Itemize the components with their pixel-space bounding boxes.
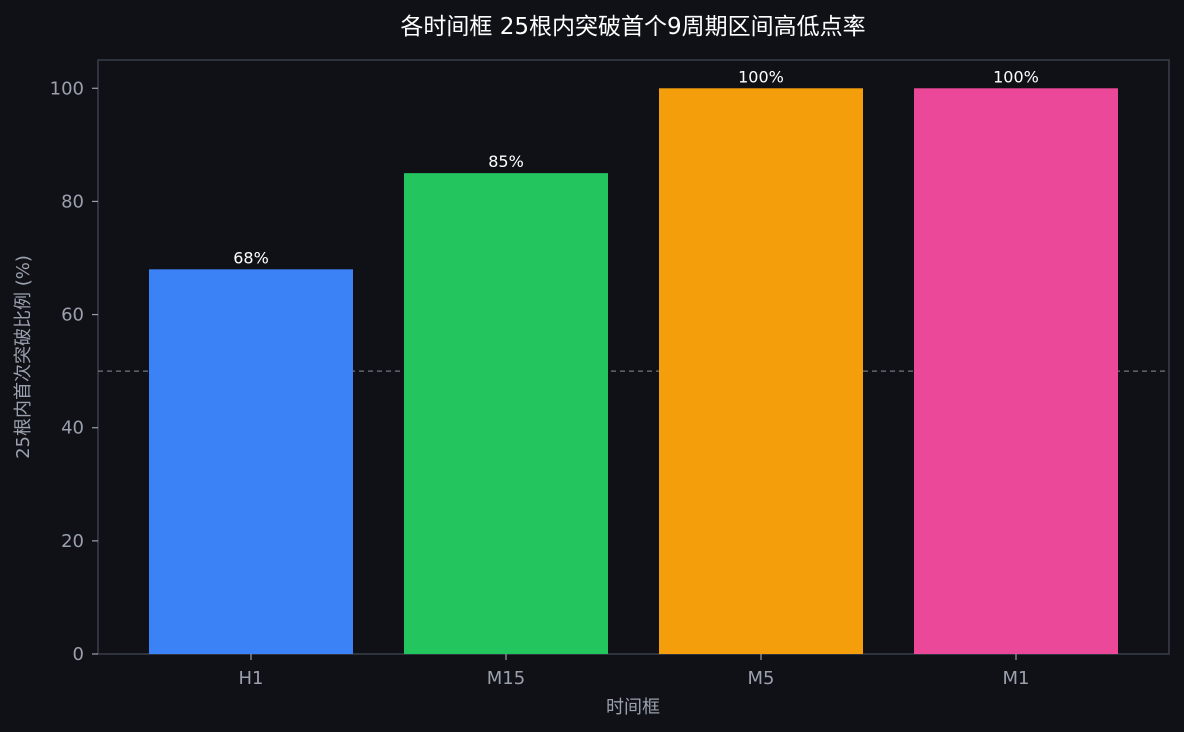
bar-m1 <box>914 88 1118 655</box>
bar-h1 <box>149 269 353 654</box>
x-tick-label: M1 <box>1003 668 1030 689</box>
y-tick-label: 20 <box>61 531 84 552</box>
y-axis-label: 25根内首次突破比例 (%) <box>13 255 34 459</box>
bar-m15 <box>404 173 608 654</box>
data-label: 85% <box>488 152 524 171</box>
y-tick-label: 100 <box>50 78 84 99</box>
y-tick-label: 80 <box>61 191 84 212</box>
x-axis: H1 M15 M5 M1 <box>239 654 1030 689</box>
plot-frame <box>97 59 1170 655</box>
data-label: 100% <box>738 67 784 86</box>
bars: 68% 85% 100% 100% <box>149 67 1118 655</box>
data-label: 100% <box>993 67 1039 86</box>
data-label: 68% <box>233 248 269 267</box>
chart-title: 各时间框 25根内突破首个9周期区间高低点率 <box>400 14 865 40</box>
y-tick-label: 0 <box>73 644 84 665</box>
y-axis: 0 20 40 60 80 100 <box>50 78 98 665</box>
x-tick-label: M5 <box>748 668 775 689</box>
y-tick-label: 40 <box>61 418 84 439</box>
x-tick-label: H1 <box>239 668 264 689</box>
x-tick-label: M15 <box>487 668 525 689</box>
bar-m5 <box>659 88 863 655</box>
y-tick-label: 60 <box>61 305 84 326</box>
x-axis-label: 时间框 <box>606 697 660 718</box>
